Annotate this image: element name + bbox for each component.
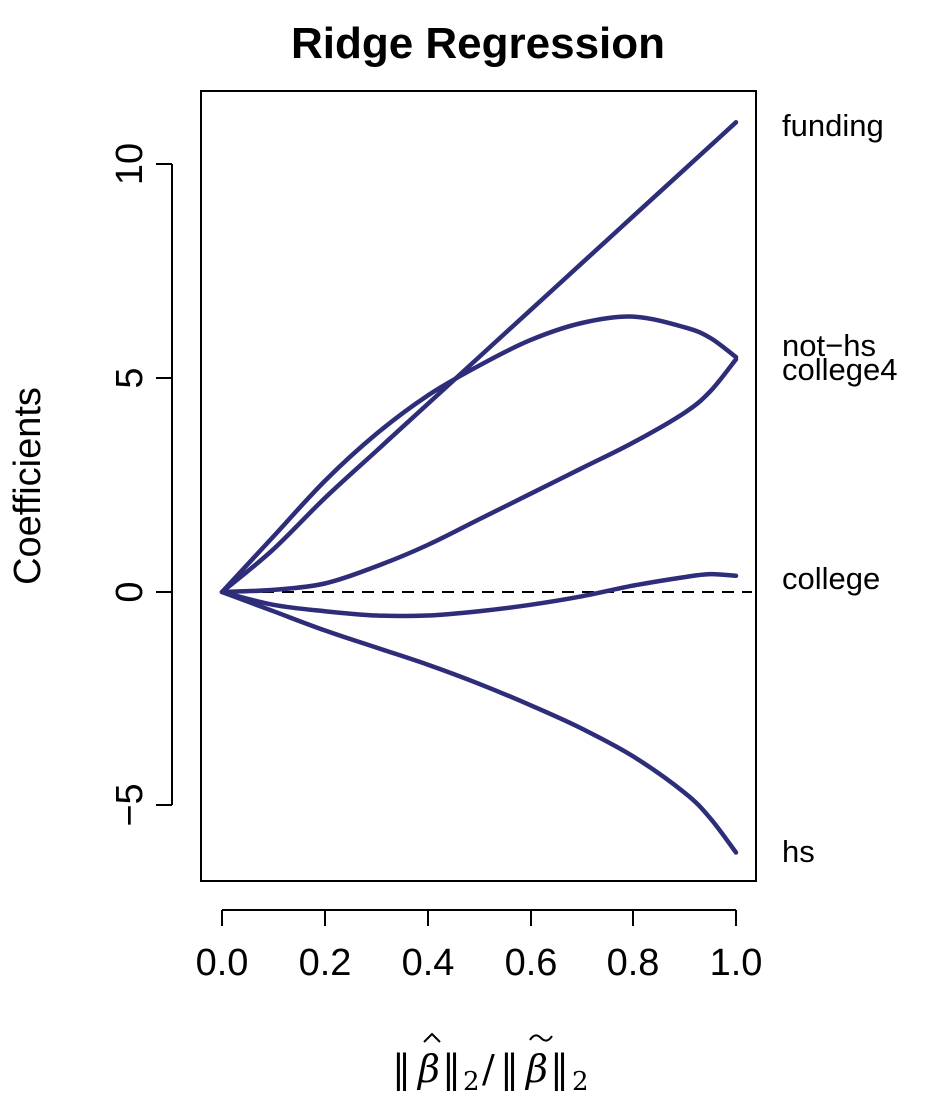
x-tick-label: 0.8	[607, 942, 660, 984]
series-label-college4: college4	[782, 352, 897, 387]
x-tick-3: 0.6	[505, 910, 558, 984]
x-tick-label: 0.4	[402, 942, 455, 984]
norm-bar-right: ‖	[442, 1047, 461, 1091]
beta-hat-symbol: β	[416, 1047, 440, 1091]
y-tick-0: −5	[109, 783, 172, 827]
y-tick-label: 5	[109, 367, 151, 388]
x-tick-label: 1.0	[710, 942, 763, 984]
norm-bar-left: ‖	[500, 1047, 519, 1091]
series-line-funding	[219, 120, 739, 595]
division-slash: /	[482, 1047, 495, 1091]
series-lines	[219, 120, 739, 855]
y-tick-2: 5	[109, 367, 172, 389]
x-axis-label-formula: ‖ β ‖ 2 / ‖ β ‖ 2	[392, 1032, 589, 1097]
series-label-college: college	[782, 561, 880, 596]
y-tick-label: 0	[109, 581, 151, 602]
x-tick-2: 0.4	[402, 910, 455, 984]
y-tick-label: −5	[109, 783, 151, 826]
series-line-hs	[219, 589, 739, 855]
series-line-college	[219, 571, 739, 619]
x-tick-label: 0.0	[196, 942, 249, 984]
plot-frame	[200, 90, 757, 882]
x-tick-1: 0.2	[299, 910, 352, 984]
x-tick-5: 1.0	[710, 910, 763, 984]
series-label-hs: hs	[782, 834, 815, 869]
y-tick-1: 0	[109, 581, 172, 603]
x-tick-4: 0.8	[607, 910, 660, 984]
subscript-two: 2	[463, 1067, 480, 1097]
series-label-not-hs: not−hs	[782, 328, 876, 363]
series-label-funding: funding	[782, 108, 884, 143]
subscript-two: 2	[572, 1067, 589, 1097]
hat-accent	[423, 1032, 441, 1043]
y-axis-label: Coefficients	[7, 387, 49, 585]
x-tick-label: 0.2	[299, 942, 352, 984]
series-line-college4	[219, 357, 739, 595]
tilde-accent	[529, 1034, 553, 1042]
y-tick-3: 10	[109, 143, 172, 185]
beta-tilde-symbol: β	[524, 1047, 548, 1091]
x-tick-0: 0.0	[196, 910, 249, 984]
chart-title: Ridge Regression	[291, 19, 665, 68]
series-line-not-hs	[219, 314, 739, 595]
x-tick-label: 0.6	[505, 942, 558, 984]
norm-bar-right: ‖	[550, 1047, 569, 1091]
norm-bar-left: ‖	[392, 1047, 411, 1091]
y-tick-label: 10	[109, 143, 151, 185]
